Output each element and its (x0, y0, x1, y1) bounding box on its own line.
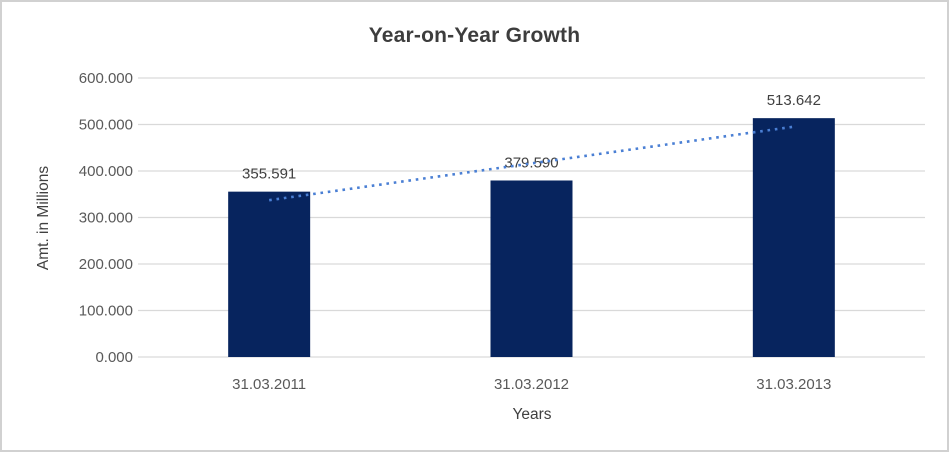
y-tick-label: 200.000 (79, 256, 133, 273)
bar (490, 180, 573, 357)
bar (752, 118, 835, 358)
x-tick-label: 31.03.2012 (494, 376, 569, 393)
y-tick-label: 0.000 (95, 349, 133, 366)
y-tick-label: 100.000 (79, 303, 133, 320)
y-tick-label: 500.000 (79, 117, 133, 134)
bar-data-label: 513.642 (767, 92, 821, 109)
chart-title: Year-on-Year Growth (368, 24, 581, 47)
bar-data-label: 379.590 (504, 154, 558, 171)
y-tick-label: 300.000 (79, 210, 133, 227)
y-tick-label: 400.000 (79, 163, 133, 180)
bar-data-label: 355.591 (242, 166, 296, 183)
y-axis-title: Amt. in Millions (35, 165, 52, 271)
y-tick-label: 600.000 (79, 70, 133, 87)
x-axis-title: Years (512, 406, 552, 423)
x-tick-label: 31.03.2013 (756, 376, 831, 393)
bar (228, 191, 311, 357)
x-tick-label: 31.03.2011 (232, 376, 306, 393)
